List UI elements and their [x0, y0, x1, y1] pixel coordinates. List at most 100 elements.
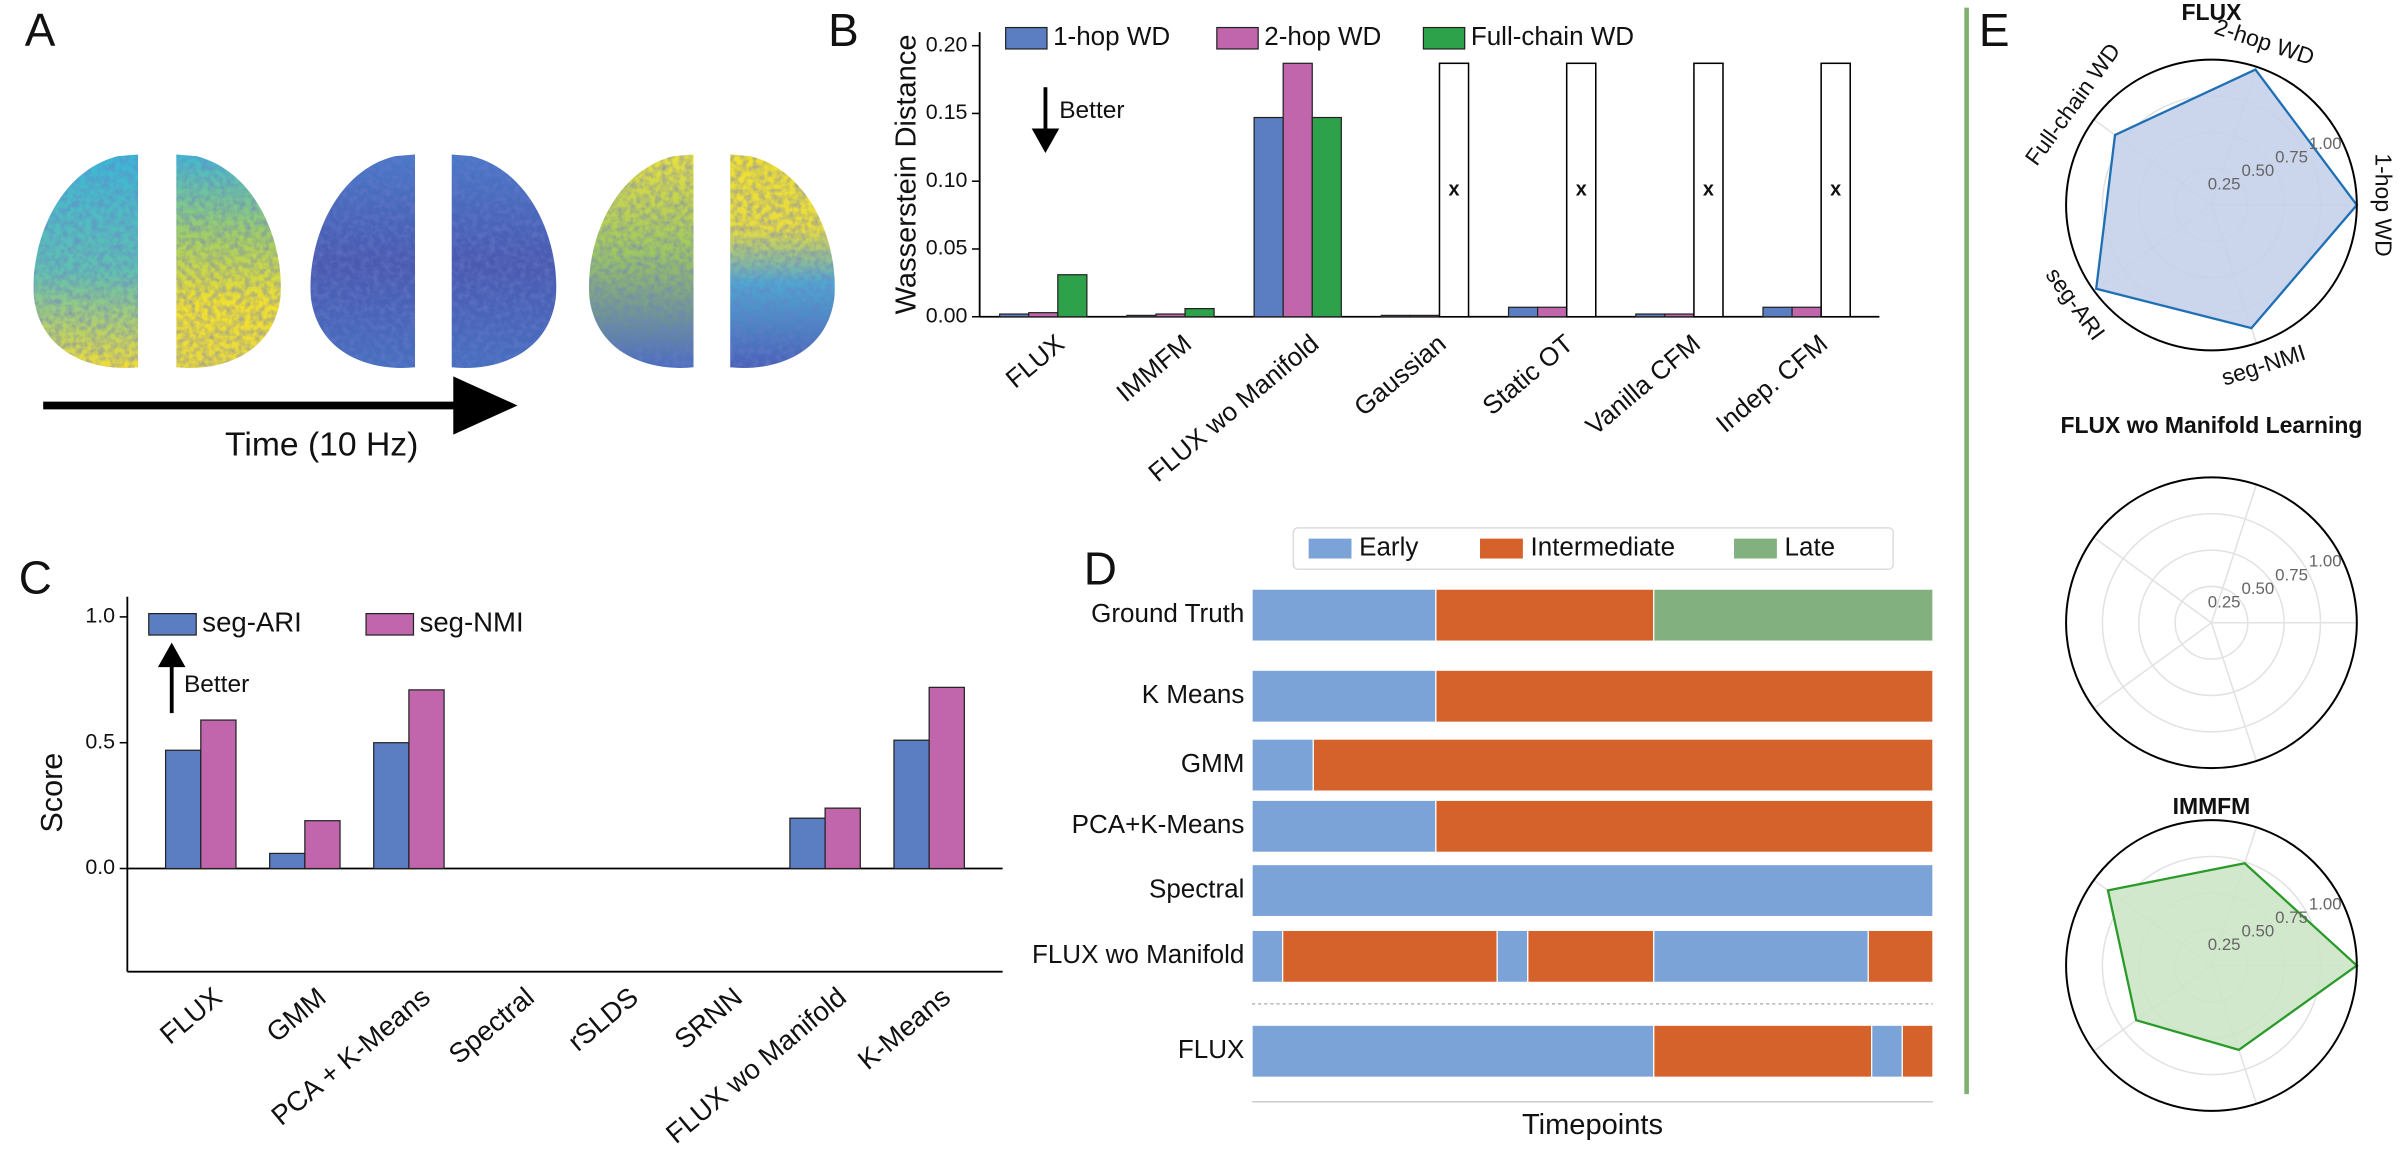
segment — [1653, 588, 1934, 642]
bar — [789, 817, 826, 870]
bar — [1380, 314, 1412, 318]
legend-swatch — [148, 612, 197, 636]
placeholder-bar — [1565, 62, 1597, 318]
bar — [269, 852, 306, 870]
segment — [1251, 799, 1437, 853]
segment — [1251, 669, 1437, 723]
y-tick-label: 0.0 — [85, 855, 115, 879]
bar — [373, 742, 410, 870]
row-label: FLUX — [1178, 1034, 1244, 1064]
x-tick-label: rSLDS — [562, 981, 644, 1057]
legend-label: Late — [1785, 531, 1836, 561]
segment — [1435, 799, 1934, 853]
row-label: K Means — [1142, 679, 1245, 709]
bar — [1409, 314, 1441, 318]
placeholder-label: x — [1830, 178, 1841, 200]
time-arrow-head — [453, 376, 518, 435]
bar — [408, 689, 445, 870]
radial-tick-label: 0.25 — [2208, 593, 2241, 612]
y-tick-label: 0.15 — [926, 100, 968, 124]
legend-label: 1-hop WD — [1053, 21, 1170, 51]
placeholder-label: x — [1576, 178, 1587, 200]
segment — [1871, 1024, 1903, 1078]
bar — [1155, 313, 1186, 318]
spoke — [2093, 622, 2212, 709]
radial-tick-label: 0.50 — [2241, 922, 2274, 941]
bar — [1057, 274, 1088, 318]
bar — [1253, 116, 1284, 318]
radial-tick-label: 1.00 — [2309, 552, 2342, 571]
segment — [1251, 929, 1284, 983]
spoke — [2210, 484, 2258, 624]
y-tick-label: 1.0 — [85, 604, 115, 628]
segment — [1251, 588, 1437, 642]
bar — [1028, 312, 1059, 318]
panel-label: C — [19, 552, 52, 604]
brain-texture — [310, 154, 416, 368]
x-tick-label: IMMFM — [1110, 328, 1197, 408]
radar-frame — [2065, 819, 2358, 1112]
spoke — [2210, 622, 2258, 762]
panel-label: A — [25, 4, 56, 56]
x-tick-label: FLUX — [154, 981, 228, 1050]
bar — [824, 807, 861, 870]
bar — [928, 686, 965, 870]
radar-axis-label: seg-NMI — [2218, 339, 2308, 391]
bar — [1126, 314, 1157, 318]
brain-texture — [588, 154, 694, 368]
panel-label: B — [828, 4, 859, 56]
bar — [1791, 306, 1822, 318]
row-label: FLUX wo Manifold — [1032, 939, 1244, 969]
legend-label: seg-ARI — [202, 607, 301, 638]
brain-texture — [451, 154, 557, 368]
y-axis-label: Wasserstein Distance — [890, 34, 922, 314]
radar-axis-label: Full-chain WD — [2020, 38, 2126, 170]
x-tick-label: FLUX — [1000, 328, 1070, 394]
legend-swatch — [1734, 538, 1777, 559]
legend-swatch — [1308, 538, 1352, 559]
segment — [1282, 929, 1498, 983]
annotation-arrow-head — [157, 642, 186, 668]
bar — [164, 749, 202, 870]
spoke — [2093, 536, 2212, 624]
time-label: Time (10 Hz) — [225, 427, 418, 464]
x-tick-label: K-Means — [852, 981, 956, 1076]
radar-frame — [2065, 58, 2358, 352]
legend-swatch — [1480, 538, 1523, 559]
radial-tick-label: 0.50 — [2241, 161, 2274, 180]
x-tick-label: Spectral — [443, 981, 540, 1070]
row-label: GMM — [1181, 748, 1245, 778]
y-tick-label: 0.00 — [926, 303, 968, 327]
radial-tick-label: 0.50 — [2241, 579, 2274, 598]
placeholder-bar — [1820, 62, 1851, 318]
radial-tick-label: 0.75 — [2275, 148, 2308, 167]
annotation-arrow-head — [1031, 128, 1060, 154]
legend-swatch — [1005, 26, 1048, 50]
radial-tick-label: 0.25 — [2208, 175, 2241, 194]
radial-tick-label: 1.00 — [2309, 894, 2342, 913]
segment — [1312, 738, 1934, 792]
brain-texture — [730, 154, 835, 368]
radar-axis-label: 1-hop WD — [2370, 153, 2396, 256]
segment — [1901, 1024, 1934, 1078]
segment — [1653, 929, 1869, 983]
bar — [999, 313, 1030, 318]
radar-frame — [2065, 476, 2358, 770]
segment — [1653, 1024, 1873, 1078]
bar — [1635, 313, 1666, 318]
y-tick-label: 0.5 — [85, 729, 115, 753]
bar — [1762, 306, 1793, 318]
y-tick-label: 0.10 — [926, 168, 968, 192]
radial-tick-label: 1.00 — [2309, 134, 2342, 153]
placeholder-label: x — [1703, 178, 1714, 200]
bar — [1507, 306, 1539, 318]
bar — [893, 739, 930, 870]
brain-texture — [176, 154, 281, 368]
radial-tick-label: 0.75 — [2275, 565, 2308, 584]
x-tick-label: FLUX wo Manifold — [660, 981, 852, 1149]
y-tick-label: 0.20 — [926, 32, 968, 56]
radial-tick-label: 0.25 — [2208, 935, 2241, 954]
radar-area — [2094, 68, 2359, 330]
x-tick-label: GMM — [260, 981, 331, 1048]
x-tick-label: Static OT — [1477, 328, 1579, 421]
